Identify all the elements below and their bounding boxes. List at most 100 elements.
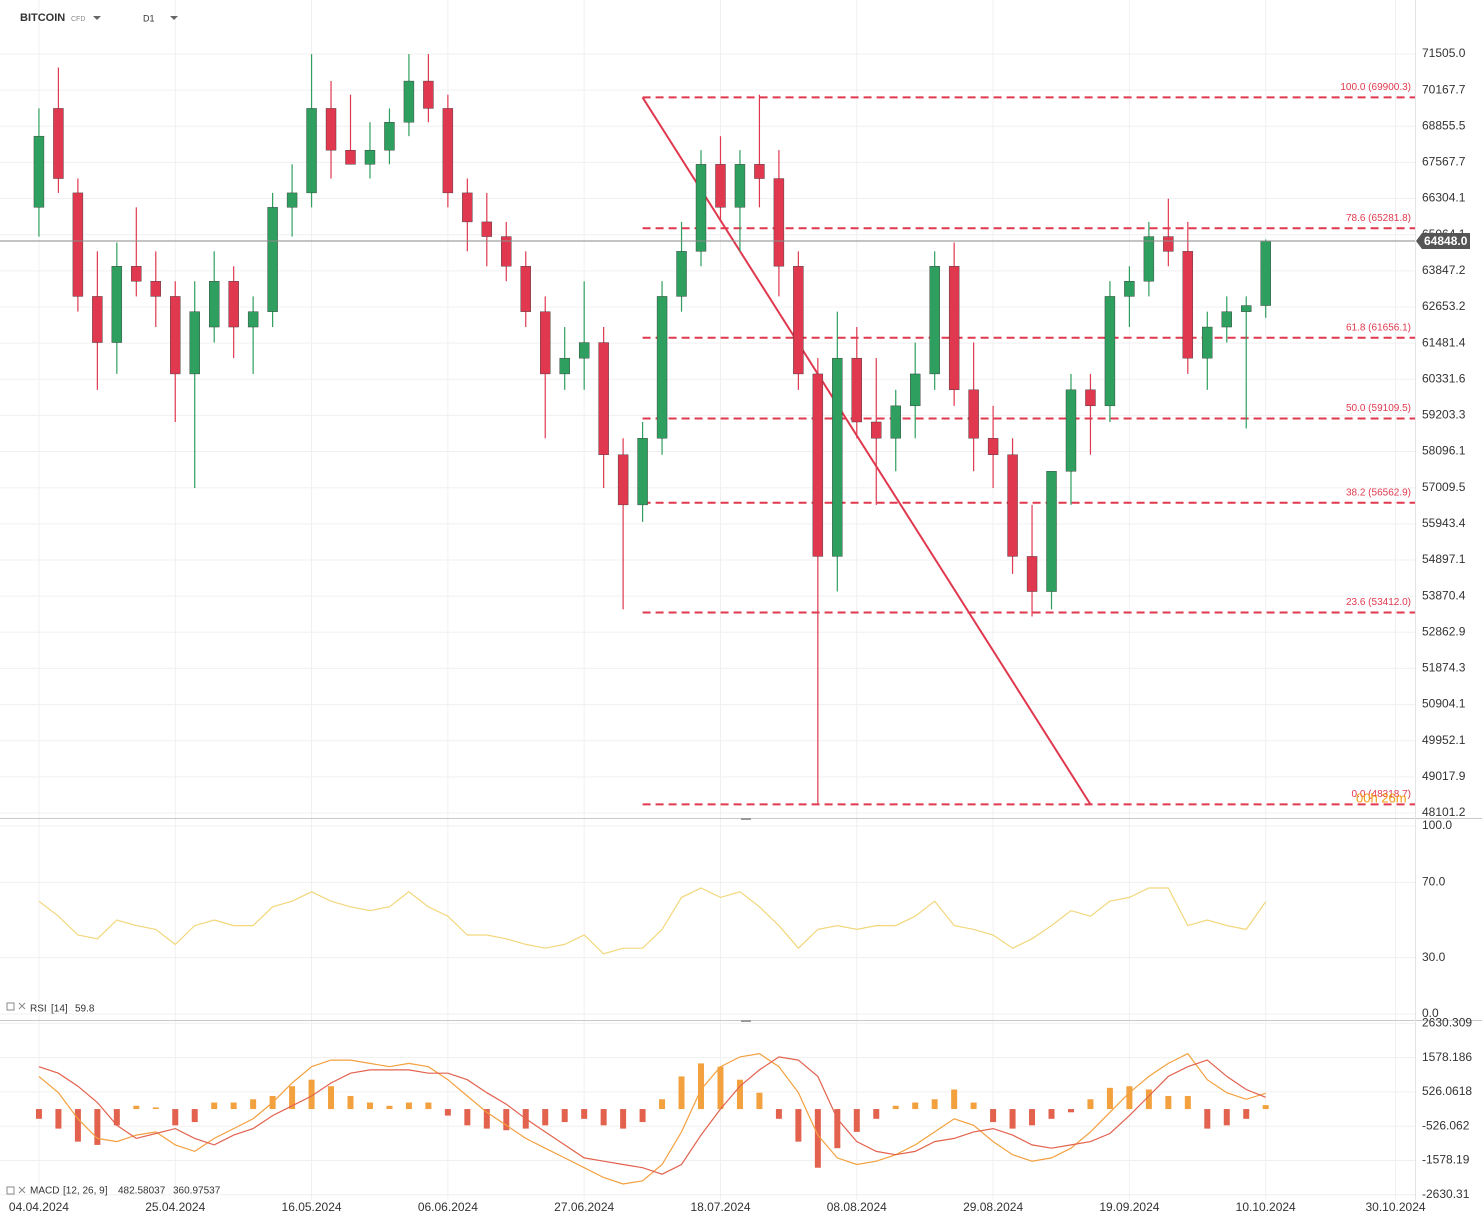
- y-tick-label: 70167.7: [1422, 82, 1466, 96]
- close-icon[interactable]: [18, 1186, 26, 1194]
- macd-histogram-bar: [1048, 1109, 1055, 1119]
- macd-histogram-bar: [1087, 1099, 1094, 1110]
- macd-histogram-bar: [1184, 1096, 1191, 1110]
- pane-handle[interactable]: [741, 818, 751, 820]
- y-tick-label: 53870.4: [1422, 588, 1466, 602]
- macd-line: [38, 1052, 1266, 1185]
- y-tick-label: 61481.4: [1422, 335, 1466, 349]
- x-tick-label: 10.10.2024: [1236, 1200, 1296, 1214]
- macd-histogram-bar: [1243, 1109, 1250, 1119]
- y-tick-label: 71505.0: [1422, 46, 1466, 60]
- settings-icon[interactable]: [6, 1002, 15, 1011]
- candle-body: [676, 251, 687, 297]
- fib-label: 0.0 (48318.7): [1352, 789, 1412, 800]
- candle-body: [617, 454, 629, 506]
- candle-body: [754, 164, 765, 179]
- dropdown-arrow[interactable]: [170, 16, 178, 20]
- macd-histogram-bar: [561, 1109, 568, 1123]
- macd-histogram-bar: [990, 1109, 997, 1123]
- macd-histogram-bar: [853, 1109, 860, 1132]
- macd-histogram-bar: [1067, 1109, 1074, 1113]
- macd-histogram-bar: [834, 1109, 841, 1149]
- candle-body: [1221, 311, 1232, 328]
- candle-body: [832, 357, 843, 557]
- macd-histogram-bar: [1262, 1105, 1269, 1110]
- macd-name: MACD: [30, 1186, 59, 1197]
- candle-body: [1085, 389, 1096, 407]
- x-tick-label: 30.10.2024: [1365, 1200, 1425, 1214]
- candle-body: [384, 122, 395, 151]
- macd-histogram-bar: [873, 1109, 880, 1119]
- y-tick-label: 63847.2: [1422, 263, 1466, 277]
- y-tick-label: 1578.186: [1422, 1050, 1472, 1064]
- signal-line: [38, 1056, 1266, 1175]
- candle-body: [53, 108, 64, 179]
- close-icon[interactable]: [18, 1002, 26, 1010]
- x-tick-label: 16.05.2024: [282, 1200, 342, 1214]
- candle-body: [267, 207, 278, 312]
- macd-histogram-bar: [775, 1109, 782, 1119]
- candle-body: [987, 438, 999, 455]
- candle-body: [910, 373, 921, 407]
- macd-histogram-bar: [1145, 1089, 1152, 1110]
- candle-body: [715, 164, 726, 208]
- x-tick-label: 18.07.2024: [690, 1200, 750, 1214]
- candle-body: [286, 192, 298, 208]
- y-tick-label: 57009.5: [1422, 480, 1466, 494]
- macd-histogram-bar: [74, 1109, 81, 1142]
- macd-histogram-bar: [892, 1105, 899, 1110]
- macd-histogram-bar: [191, 1109, 198, 1123]
- candle-body: [578, 342, 590, 359]
- candle-body: [1143, 236, 1155, 282]
- macd-histogram-bar: [113, 1109, 120, 1126]
- candle-body: [481, 221, 493, 237]
- rsi-value: 59.8: [75, 1004, 95, 1015]
- candle-body: [598, 342, 609, 455]
- macd-histogram-bar: [289, 1086, 296, 1110]
- macd-histogram-bar: [1165, 1096, 1172, 1110]
- macd-histogram-bar: [912, 1102, 919, 1110]
- macd-histogram-bar: [35, 1109, 42, 1119]
- macd-histogram-bar: [55, 1109, 62, 1129]
- instrument-title[interactable]: BITCOIN: [20, 12, 65, 24]
- y-tick-label: 50904.1: [1422, 697, 1466, 711]
- macd-histogram-bar: [756, 1092, 763, 1110]
- macd-histogram-bar: [425, 1102, 432, 1110]
- candle-body: [1046, 471, 1057, 592]
- grid: [0, 0, 1415, 1200]
- macd-histogram-bar: [581, 1109, 588, 1119]
- candle-body: [540, 311, 551, 375]
- y-tick-label: 60331.6: [1422, 371, 1466, 385]
- candle-body: [1260, 240, 1271, 306]
- countdown: 00h 26m: [1356, 790, 1407, 805]
- macd-histogram-bar: [405, 1102, 412, 1110]
- macd-histogram-bar: [678, 1076, 685, 1110]
- pane-handle[interactable]: [741, 1020, 751, 1022]
- candle-body: [656, 296, 668, 439]
- y-tick-label: 0.0: [1422, 1006, 1439, 1020]
- y-tick-label: -526.062: [1422, 1118, 1470, 1132]
- candle-body: [33, 135, 45, 208]
- macd-histogram-bar: [795, 1109, 802, 1142]
- candle-body: [871, 421, 882, 439]
- candle-body: [1104, 296, 1116, 407]
- candle-body: [812, 373, 824, 557]
- fib-label: 50.0 (59109.5): [1346, 403, 1411, 414]
- candle-body: [228, 281, 239, 328]
- macd-histogram-bar: [1223, 1109, 1230, 1126]
- x-tick-label: 19.09.2024: [1099, 1200, 1159, 1214]
- dropdown-arrow[interactable]: [93, 16, 101, 20]
- x-tick-label: 25.04.2024: [145, 1200, 205, 1214]
- candle-body: [189, 311, 200, 375]
- timeframe[interactable]: D1: [143, 13, 155, 23]
- macd-histogram-bar: [152, 1107, 159, 1110]
- y-tick-label: 70.0: [1422, 875, 1446, 889]
- macd-histogram-bar: [503, 1109, 510, 1131]
- settings-icon[interactable]: [6, 1186, 15, 1195]
- macd-histogram-bar: [1009, 1109, 1016, 1129]
- y-tick-label: 49017.9: [1422, 769, 1466, 783]
- macd-histogram-bar: [1126, 1086, 1133, 1110]
- candle-body: [1007, 454, 1018, 557]
- candle-body: [462, 192, 473, 223]
